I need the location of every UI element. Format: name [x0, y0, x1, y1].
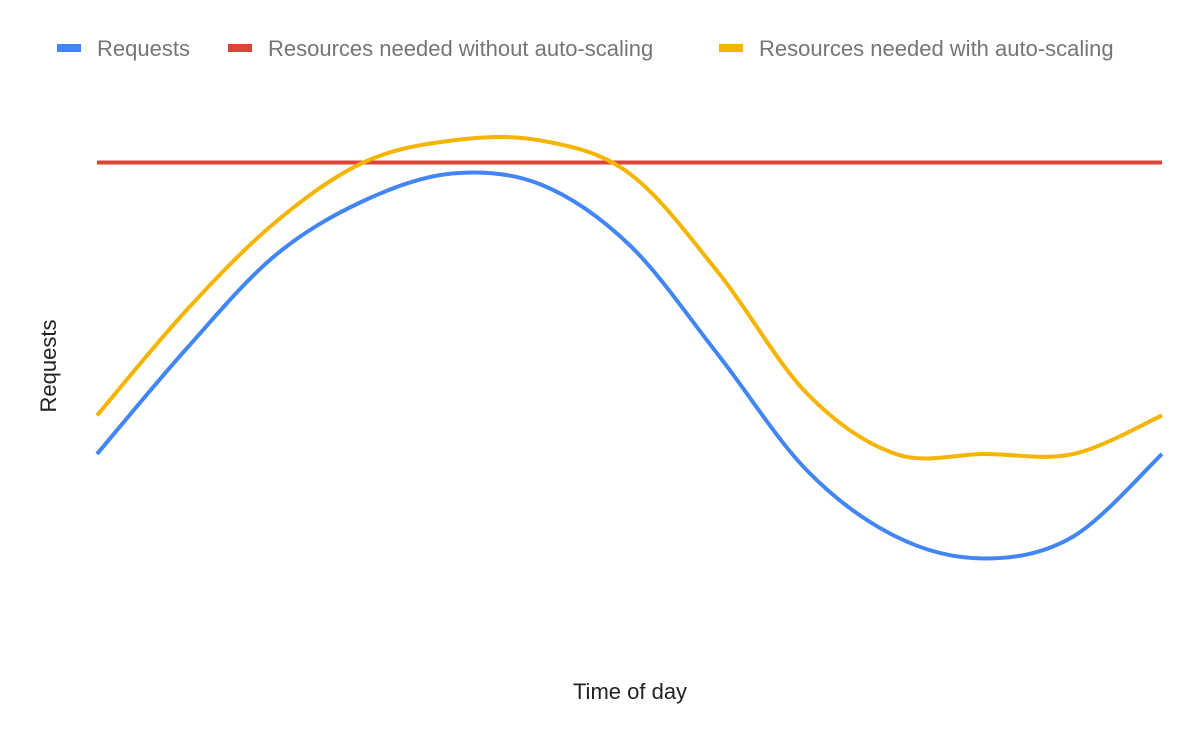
legend: Requests Resources needed without auto-sc…: [57, 36, 1114, 61]
legend-label-1: Requests: [97, 36, 190, 61]
series-line-1: [95, 170, 1164, 561]
legend-swatch-2: [228, 44, 252, 52]
x-axis-title: Time of day: [573, 679, 687, 704]
plot-area: [95, 135, 1164, 561]
y-axis-title: Requests: [36, 320, 61, 413]
series-line-3: [95, 135, 1163, 461]
legend-swatch-1: [57, 44, 81, 52]
legend-label-2: Resources needed without auto-scaling: [268, 36, 653, 61]
legend-label-3: Resources needed with auto-scaling: [759, 36, 1114, 61]
legend-swatch-3: [719, 44, 743, 52]
